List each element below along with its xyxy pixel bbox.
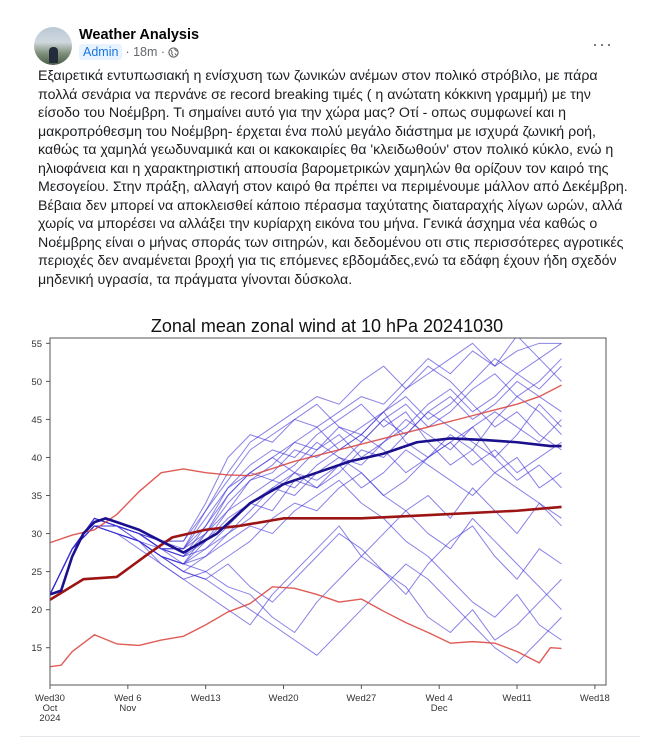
- chart-title: Zonal mean zonal wind at 10 hPa 20241030: [151, 318, 503, 336]
- post-meta: Admin · 18m ·: [79, 44, 179, 60]
- post-text-line: μακροπρόθεσμη του Νοέμβρη- έρχεται ένα π…: [38, 123, 596, 140]
- ensemble-member-line: [50, 449, 562, 595]
- avatar-figure: [49, 47, 58, 63]
- x-tick-label: Wed 4: [426, 693, 453, 704]
- post-text-line: μηδενική υγρασία, τα πράγματα γίνονται δ…: [38, 271, 353, 288]
- x-tick-label: Wed18: [580, 693, 610, 704]
- post-text: Εξαιρετικά εντυπωσιακή η ενίσχυση των ζω…: [38, 67, 628, 289]
- post-text-line: καθώς τα χαμηλά γεωδυναμικά και οι κακοκ…: [38, 142, 614, 158]
- post-text-line: περιοχές δεν αναμένεται βροχή για τις επ…: [38, 253, 617, 269]
- avatar[interactable]: [34, 27, 72, 65]
- globe-icon: [168, 46, 179, 58]
- post-text-line: Μεσογείου. Στην πράξη, αλλαγή στον καιρό…: [38, 179, 628, 195]
- y-tick-label: 50: [31, 377, 42, 388]
- ensemble-member-line: [50, 525, 562, 633]
- ensemble-mean-line: [50, 437, 562, 596]
- climatology-mean-line: [50, 505, 562, 601]
- more-options-button[interactable]: ···: [592, 34, 613, 54]
- y-tick-label: 40: [31, 453, 42, 464]
- post-time[interactable]: · 18m ·: [125, 45, 166, 59]
- x-tick-label: Oct: [43, 703, 58, 714]
- y-tick-label: 45: [31, 415, 42, 426]
- post-text-line: Βέβαια δεν μπορεί να αποκλεισθεί κάποιο …: [38, 197, 623, 214]
- x-tick-label: Dec: [431, 703, 448, 714]
- post-text-line: χωρίς να μπορέσει να αλλάξει την κυρίαρχ…: [38, 216, 598, 232]
- post-text-line: πολλά σενάρια να περνάνε σε record break…: [38, 86, 591, 103]
- ensemble-member-line: [50, 487, 562, 626]
- x-tick-label: Nov: [119, 703, 136, 714]
- x-tick-label: Wed30: [35, 693, 65, 704]
- post-text-line: ηλιοφάνεια και η χαρακτηριστική απουσία …: [38, 160, 609, 177]
- post-text-line: Νοέμβρης είναι ο μήνας σποράς των σιτηρώ…: [38, 234, 624, 251]
- role-badge[interactable]: Admin: [79, 44, 123, 60]
- y-tick-label: 35: [31, 491, 42, 502]
- plot-frame: [49, 337, 607, 686]
- ensemble-member-line: [50, 396, 562, 595]
- x-tick-label: Wed 6: [114, 693, 141, 704]
- post-text-line: Εξαιρετικά εντυπωσιακή η ενίσχυση των ζω…: [38, 68, 598, 84]
- y-tick-label: 20: [31, 605, 42, 616]
- ensemble-member-line: [50, 517, 562, 664]
- y-tick-label: 15: [31, 643, 42, 654]
- x-tick-label: Wed27: [346, 693, 376, 704]
- ensemble-member-line: [50, 380, 562, 595]
- x-tick-label: Wed13: [191, 693, 221, 704]
- plot-lines: [50, 338, 562, 668]
- author-name[interactable]: Weather Analysis: [79, 27, 200, 43]
- ensemble-member-line: [50, 338, 562, 595]
- y-tick-label: 25: [31, 567, 42, 578]
- y-tick-label: 55: [31, 339, 42, 350]
- post-text-line: είσοδο του Νοέμβρη. Τι σημαίνει αυτό για…: [38, 105, 566, 121]
- divider: [20, 736, 640, 737]
- x-tick-label: 2024: [39, 713, 60, 724]
- zonal-wind-chart: Zonal mean zonal wind at 10 hPa 20241030…: [31, 318, 610, 724]
- climatology-min-line: [50, 586, 562, 668]
- x-tick-label: Wed11: [502, 693, 531, 704]
- y-tick-label: 30: [31, 529, 42, 540]
- x-tick-label: Wed20: [269, 693, 299, 704]
- climatology-max-line: [50, 384, 562, 544]
